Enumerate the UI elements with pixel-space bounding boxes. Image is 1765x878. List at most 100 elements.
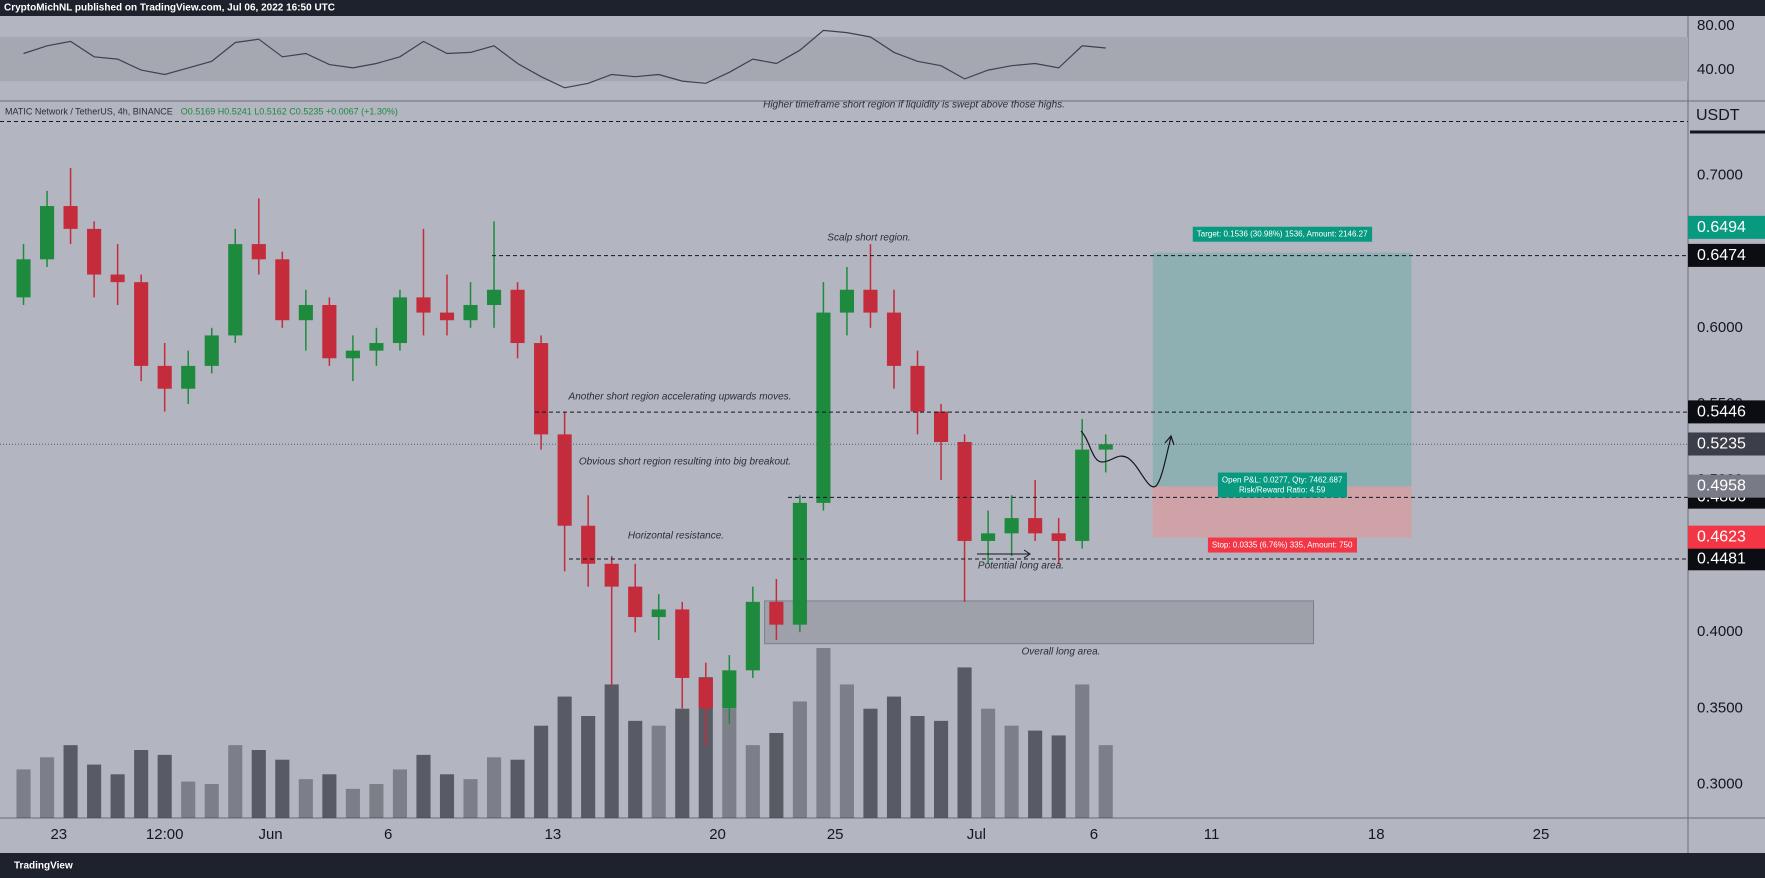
- candle-body: [416, 297, 431, 313]
- candle-body: [722, 670, 737, 709]
- candle-body: [251, 244, 266, 260]
- volume-bar: [157, 754, 172, 818]
- volume-bar: [581, 716, 596, 818]
- volume-bar: [863, 708, 878, 818]
- x-tick-label: 18: [1368, 826, 1385, 843]
- x-tick-label: Jul: [967, 826, 986, 843]
- stop-label-text: 0.4623: [1697, 529, 1746, 546]
- stop-info: Stop: 0.0335 (6.76%) 335, Amount: 750: [1207, 537, 1357, 553]
- volume-bar: [39, 757, 55, 818]
- pnl-info-box: [1217, 472, 1347, 498]
- annotation: Horizontal resistance.: [628, 531, 724, 542]
- projection-arrowhead: [1164, 434, 1175, 446]
- candle-body: [981, 533, 996, 541]
- volume-bar: [957, 667, 972, 818]
- volume-bar: [416, 754, 431, 818]
- x-tick-label: 23: [50, 826, 67, 843]
- volume-bar: [534, 725, 549, 818]
- candle-body: [392, 297, 408, 344]
- candle-body: [816, 312, 831, 503]
- target-info-box: [1192, 226, 1373, 242]
- candle-body: [87, 228, 102, 275]
- stop-label-box: [1688, 525, 1765, 549]
- candle-body: [181, 365, 196, 389]
- candle-body: [933, 411, 949, 442]
- candle-body: [557, 434, 572, 526]
- legend-ohlc: O0.5169 H0.5241 L0.5162 C0.5235 +0.0067 …: [181, 106, 398, 116]
- candle-body: [486, 289, 502, 305]
- entry-label: 0.4958: [1688, 474, 1765, 498]
- price-level-label: 0.5446: [1688, 400, 1765, 424]
- price-level-label-box: [1688, 547, 1765, 571]
- volume-bar: [722, 708, 737, 818]
- volume-bar: [839, 684, 854, 818]
- candle-body: [463, 304, 478, 321]
- chart-background: [0, 16, 1765, 853]
- pnl-info: Open P&L: 0.0277, Qty: 7462.687Risk/Rewa…: [1217, 472, 1347, 498]
- y-tick-label: 0.4000: [1697, 623, 1743, 640]
- y-tick-label: 0.3000: [1697, 775, 1743, 792]
- volume-bar: [981, 708, 996, 818]
- candle-body: [16, 259, 31, 298]
- target-info: Target: 0.1536 (30.98%) 1536, Amount: 21…: [1192, 226, 1373, 242]
- x-tick-label: 25: [827, 826, 844, 843]
- volume-bar: [816, 648, 831, 818]
- volume-bar: [769, 733, 784, 818]
- y-tick-label: 0.3500: [1697, 699, 1743, 716]
- volume-bar: [675, 708, 690, 818]
- volume-bar: [463, 779, 478, 818]
- annotation: Potential long area.: [978, 561, 1064, 572]
- volume-bar: [486, 757, 502, 818]
- volume-bar: [604, 684, 619, 818]
- long-arrow: [977, 549, 1031, 559]
- price-level-label: 0.6474: [1688, 243, 1765, 267]
- candle-body: [39, 206, 55, 260]
- rsi-line: [23, 29, 1106, 89]
- stop-label: 0.4623: [1688, 525, 1765, 549]
- stop-info-box: [1207, 537, 1357, 553]
- annotation: Obvious short region resulting into big …: [579, 457, 791, 468]
- candle-body: [1098, 444, 1113, 450]
- plot: 40.0080.000.30000.35000.40000.45000.5000…: [0, 17, 1765, 843]
- candle-body: [628, 586, 643, 618]
- candle-body: [322, 304, 337, 359]
- volume-bar: [87, 764, 102, 818]
- footer: TradingView: [14, 861, 73, 872]
- candle-body: [886, 312, 902, 366]
- y-tick-label: 0.7000: [1697, 167, 1743, 184]
- volume-bar: [1028, 730, 1043, 818]
- x-tick-label: 6: [384, 826, 392, 843]
- target-label: 0.6494: [1688, 215, 1765, 239]
- last-price-label-box: [1688, 432, 1765, 456]
- candle-body: [910, 365, 925, 412]
- candle-body: [675, 609, 690, 678]
- volume-bar: [345, 788, 360, 818]
- candle-body: [228, 244, 243, 336]
- candle-body: [1028, 518, 1043, 534]
- rr-text: Risk/Reward Ratio: 4.59: [1239, 486, 1326, 495]
- target-label-box: [1688, 215, 1765, 239]
- volume-bar: [392, 769, 408, 818]
- volume-bar: [251, 750, 266, 818]
- volume-bar: [228, 745, 243, 818]
- volume-bar: [792, 701, 807, 818]
- legend-title: MATIC Network / TetherUS, 4h, BINANCE: [5, 106, 173, 116]
- candle-body: [769, 601, 784, 625]
- last-price-label: 0.5235: [1688, 432, 1765, 456]
- x-tick-label: 20: [709, 826, 726, 843]
- volume-bar: [510, 759, 525, 818]
- annotation: Another short region accelerating upward…: [568, 392, 792, 403]
- candle-body: [581, 525, 596, 564]
- long-zone: [764, 600, 1315, 645]
- entry-label-box: [1688, 474, 1765, 498]
- candle-body: [275, 259, 290, 321]
- volume-bar: [369, 784, 384, 818]
- candle-body: [439, 312, 455, 321]
- candle-body: [63, 206, 78, 229]
- candle-body: [345, 350, 360, 359]
- candle-body: [1051, 533, 1066, 541]
- volume-bar: [16, 769, 31, 818]
- volume-bar: [1098, 745, 1113, 818]
